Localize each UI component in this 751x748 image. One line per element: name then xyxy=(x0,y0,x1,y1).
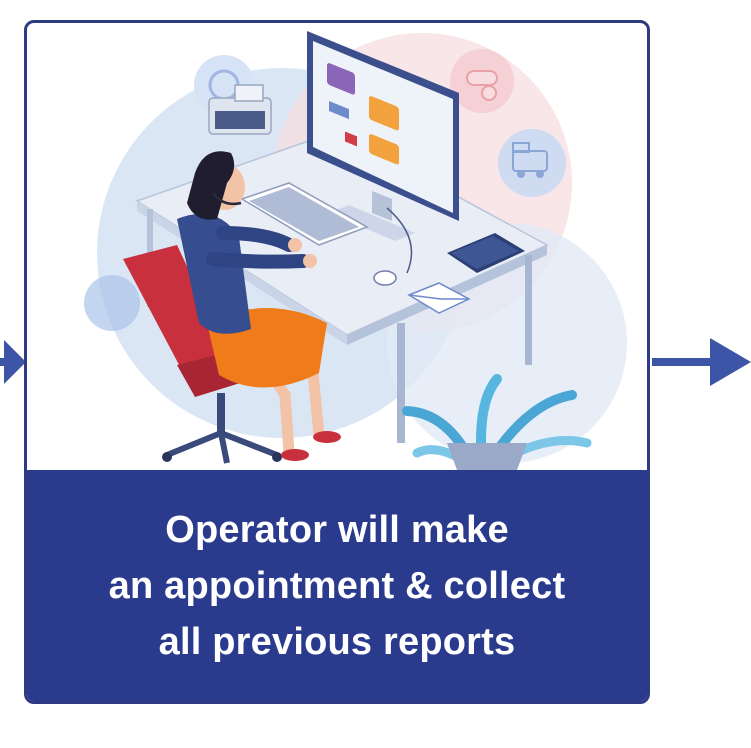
printer-icon xyxy=(208,84,272,135)
desk-leg xyxy=(525,255,532,365)
step-card: Operator will make an appointment & coll… xyxy=(24,20,650,704)
desk-leg xyxy=(397,323,405,443)
small-blue-circle xyxy=(84,275,140,331)
caption-line-3: all previous reports xyxy=(158,620,516,663)
headset-icon xyxy=(211,192,242,206)
keyboard-icon xyxy=(240,182,369,246)
operator-illustration xyxy=(84,31,627,470)
notebook-icon xyxy=(447,233,525,273)
envelope-icon xyxy=(407,282,471,314)
right-arrow-icon xyxy=(652,338,751,386)
left-arrow-icon xyxy=(0,340,26,384)
operator-figure xyxy=(177,151,341,461)
caption-band: Operator will make an appointment & coll… xyxy=(27,470,647,701)
monitor-icon xyxy=(307,31,459,241)
mouse-icon xyxy=(373,270,397,286)
caption-line-2: an appointment & collect xyxy=(108,564,566,607)
plant-icon xyxy=(402,374,592,470)
caption-line-1: Operator will make xyxy=(165,508,509,551)
pill-icon xyxy=(450,49,514,113)
ambulance-icon xyxy=(498,129,566,197)
